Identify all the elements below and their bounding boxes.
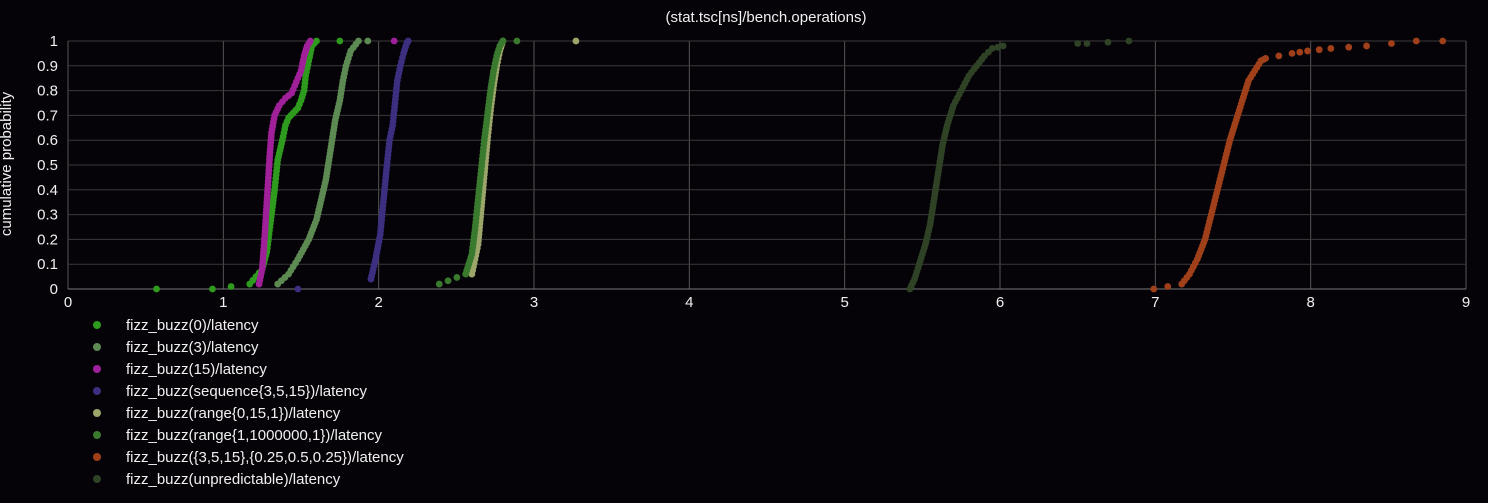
data-point xyxy=(1275,52,1283,60)
data-point xyxy=(1074,40,1082,47)
data-point xyxy=(1439,37,1447,45)
series-6 xyxy=(1150,37,1447,293)
legend-marker xyxy=(90,362,104,376)
data-point xyxy=(1125,37,1133,45)
data-point xyxy=(1262,54,1270,62)
legend-marker xyxy=(90,450,104,464)
legend-item: fizz_buzz(range{0,15,1})/latency xyxy=(90,402,404,424)
legend-label: fizz_buzz(0)/latency xyxy=(126,316,259,334)
y-tick-label: 0.9 xyxy=(37,58,58,75)
data-point xyxy=(153,285,160,293)
x-tick-label: 9 xyxy=(1462,294,1470,311)
data-point xyxy=(336,37,344,45)
legend-item: fizz_buzz(range{1,1000000,1})/latency xyxy=(90,424,404,446)
data-point xyxy=(994,43,1002,51)
data-point xyxy=(444,277,452,285)
data-point xyxy=(1150,285,1158,293)
data-point xyxy=(513,37,521,45)
legend-item: fizz_buzz({3,5,15},{0.25,0.5,0.25})/late… xyxy=(90,446,404,468)
data-point xyxy=(404,37,412,45)
legend-item: fizz_buzz(3)/latency xyxy=(90,336,404,358)
legend-item: fizz_buzz(0)/latency xyxy=(90,314,404,336)
chart-title: (stat.tsc[ns]/bench.operations) xyxy=(666,9,867,26)
data-point xyxy=(572,37,580,45)
data-point xyxy=(1388,40,1395,47)
series-5 xyxy=(435,37,521,288)
legend-item: fizz_buzz(sequence{3,5,15})/latency xyxy=(90,380,404,402)
x-tick-label: 0 xyxy=(64,294,72,311)
tick-labels: 0 1 2 3 4 5 6 7 8 9 0 0.1 0.2 0.3 0.4 0.5 0.6 0.7 0.8 0.9 1 xyxy=(37,33,1470,311)
y-tick-label: 0.8 xyxy=(37,83,58,100)
legend-marker xyxy=(90,318,104,332)
legend-item: fizz_buzz(unpredictable)/latency xyxy=(90,468,404,490)
series-3 xyxy=(294,37,412,293)
x-tick-label: 7 xyxy=(1151,294,1159,311)
y-axis-label: cumulative probability xyxy=(0,91,15,236)
x-tick-label: 3 xyxy=(530,294,538,311)
data-point xyxy=(227,283,235,290)
data-point xyxy=(499,37,507,45)
data-point xyxy=(209,285,216,293)
y-tick-label: 1 xyxy=(50,33,58,50)
y-tick-label: 0.1 xyxy=(37,256,58,273)
series-1 xyxy=(274,37,372,288)
data-point xyxy=(1304,47,1311,55)
data-point xyxy=(1083,40,1091,47)
legend-marker xyxy=(90,472,104,486)
data-point xyxy=(1296,48,1304,56)
legend-label: fizz_buzz(unpredictable)/latency xyxy=(126,470,341,488)
legend-item: fizz_buzz(15)/latency xyxy=(90,358,404,380)
data-point xyxy=(1315,46,1323,54)
data-point xyxy=(453,274,461,281)
legend-label: fizz_buzz(3)/latency xyxy=(126,338,259,356)
y-tick-label: 0.7 xyxy=(37,107,58,124)
data-point xyxy=(1345,43,1353,51)
data-point xyxy=(355,37,362,45)
data-point xyxy=(390,37,398,45)
data-point xyxy=(435,280,443,288)
legend-marker xyxy=(90,384,104,398)
x-tick-label: 2 xyxy=(374,294,382,311)
legend-label: fizz_buzz({3,5,15},{0.25,0.5,0.25})/late… xyxy=(126,448,404,466)
y-tick-label: 0.4 xyxy=(37,182,58,199)
x-tick-label: 4 xyxy=(685,294,693,311)
data-point xyxy=(1327,45,1335,52)
x-tick-label: 1 xyxy=(219,294,227,311)
legend-label: fizz_buzz(15)/latency xyxy=(126,360,267,378)
data-point xyxy=(1412,37,1420,45)
data-point xyxy=(306,37,314,45)
data-points xyxy=(153,37,1447,293)
series-2 xyxy=(255,37,398,288)
legend-marker xyxy=(90,340,104,354)
data-point xyxy=(999,42,1007,50)
y-tick-label: 0.6 xyxy=(37,132,58,149)
y-tick-label: 0.5 xyxy=(37,157,58,174)
y-tick-label: 0 xyxy=(50,281,58,298)
series-7 xyxy=(906,37,1133,293)
x-tick-label: 5 xyxy=(840,294,848,311)
data-point xyxy=(313,37,320,45)
legend-marker xyxy=(90,406,104,420)
data-point xyxy=(294,285,302,293)
series-0 xyxy=(153,37,344,293)
legend-label: fizz_buzz(sequence{3,5,15})/latency xyxy=(126,382,367,400)
legend-label: fizz_buzz(range{1,1000000,1})/latency xyxy=(126,426,383,444)
legend-label: fizz_buzz(range{0,15,1})/latency xyxy=(126,404,341,422)
y-tick-label: 0.3 xyxy=(37,207,58,224)
data-point xyxy=(1164,283,1172,290)
data-point xyxy=(1288,50,1296,57)
x-tick-label: 6 xyxy=(996,294,1004,311)
y-tick-label: 0.2 xyxy=(37,231,58,248)
legend: fizz_buzz(0)/latency fizz_buzz(3)/latency… xyxy=(90,314,404,490)
data-point xyxy=(1104,38,1112,46)
x-tick-label: 8 xyxy=(1306,294,1314,311)
data-point xyxy=(988,45,996,52)
data-point xyxy=(364,37,372,45)
data-point xyxy=(1363,42,1370,50)
legend-marker xyxy=(90,428,104,442)
